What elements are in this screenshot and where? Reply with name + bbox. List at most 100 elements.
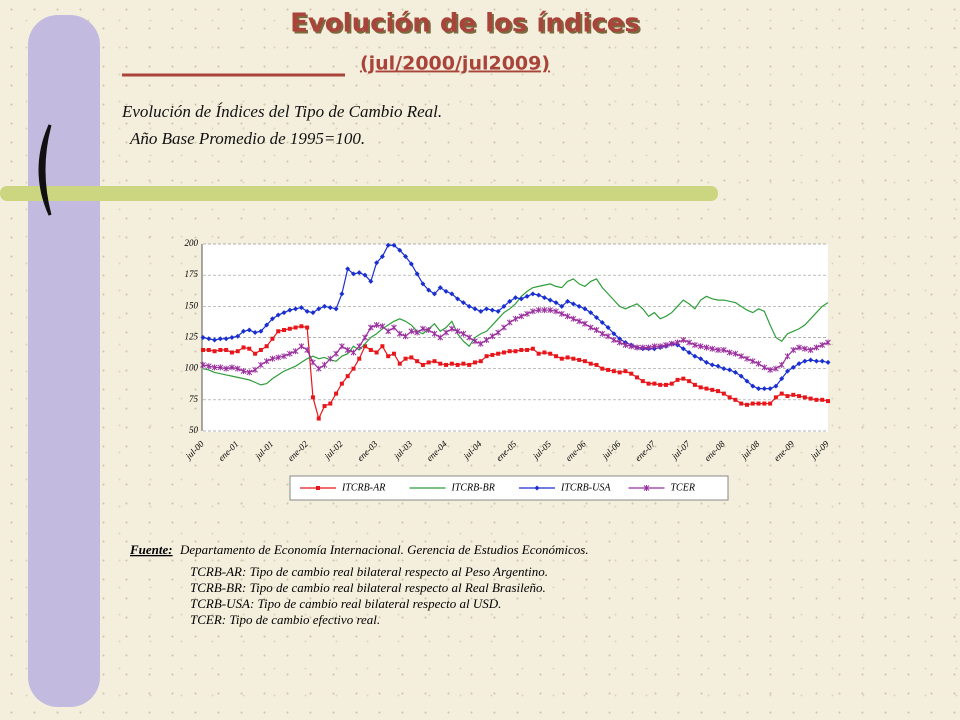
data-point (253, 351, 258, 356)
data-point (217, 364, 224, 371)
data-point (744, 402, 749, 407)
data-point (813, 358, 819, 364)
data-point (507, 298, 513, 304)
data-point (316, 416, 321, 421)
data-point (414, 329, 420, 336)
data-point (501, 324, 507, 331)
data-point (727, 367, 733, 373)
data-point (455, 296, 461, 302)
data-point (733, 397, 738, 402)
data-point (379, 253, 385, 259)
data-point (206, 336, 212, 342)
data-point (258, 347, 263, 352)
data-point (721, 366, 727, 372)
data-point (252, 330, 258, 336)
data-point (205, 363, 212, 370)
data-point (483, 336, 490, 343)
data-point (224, 347, 229, 352)
data-point (345, 266, 351, 272)
data-point (703, 359, 709, 365)
data-point (379, 323, 386, 330)
data-point (692, 341, 698, 348)
data-point (211, 364, 218, 371)
data-point (715, 363, 721, 369)
data-point (391, 242, 397, 248)
data-point (316, 306, 322, 312)
data-point (704, 386, 709, 391)
data-point (576, 303, 582, 309)
data-point (819, 358, 825, 364)
data-point (241, 328, 247, 334)
data-point (814, 397, 819, 402)
x-tick-label: ene-02 (286, 438, 311, 463)
data-point (455, 362, 460, 367)
x-tick-label: jul-04 (461, 438, 484, 461)
data-point (305, 325, 310, 330)
data-point (373, 322, 380, 329)
data-point (391, 351, 396, 356)
data-point (525, 347, 530, 352)
data-point (761, 386, 767, 392)
data-point (588, 310, 594, 316)
data-point (275, 312, 281, 318)
x-tick-label: jul-09 (808, 438, 831, 461)
data-point (449, 291, 455, 297)
data-point (495, 329, 501, 336)
data-point (547, 307, 554, 314)
data-point (635, 375, 640, 380)
data-point (732, 350, 739, 357)
legend-label: ITCRB-AR (341, 482, 385, 493)
data-point (553, 308, 559, 315)
data-point (576, 318, 583, 325)
data-point (472, 338, 478, 345)
data-point (663, 382, 668, 387)
data-point (599, 320, 605, 326)
data-point (454, 328, 461, 335)
data-point (408, 261, 414, 267)
data-point (692, 382, 697, 387)
data-point (258, 328, 264, 334)
data-point (761, 364, 768, 371)
data-point (478, 308, 484, 314)
data-point (478, 359, 483, 364)
data-point (229, 335, 235, 340)
data-point (582, 306, 588, 312)
data-point (779, 376, 785, 382)
y-tick-label: 75 (189, 394, 199, 404)
data-point (534, 485, 540, 491)
data-point (617, 336, 623, 342)
data-point (466, 303, 472, 309)
data-point (443, 329, 449, 336)
data-point (785, 394, 790, 399)
data-point (287, 307, 293, 313)
data-point (240, 368, 247, 375)
data-point (732, 369, 738, 375)
data-point (443, 288, 449, 294)
data-point (212, 349, 217, 354)
data-point (415, 359, 420, 364)
data-point (791, 392, 796, 397)
x-tick-label: ene-09 (772, 438, 797, 463)
title-shadow: Evolución de los índices (292, 11, 642, 41)
y-tick-label: 125 (185, 332, 199, 342)
data-point (229, 364, 235, 371)
data-point (541, 295, 547, 301)
data-point (524, 310, 530, 317)
data-point (252, 366, 258, 373)
y-tick-label: 100 (185, 363, 199, 373)
data-point (345, 374, 350, 379)
data-point (749, 358, 756, 365)
data-point (420, 281, 426, 287)
data-point (315, 365, 322, 372)
data-point (397, 247, 403, 253)
data-point (565, 298, 571, 304)
x-tick-label: ene-03 (355, 438, 380, 463)
x-tick-label: jul-08 (738, 438, 761, 461)
data-point (339, 343, 345, 350)
data-point (484, 354, 489, 359)
source-line: TCRB-USA: Tipo de cambio real bilateral … (190, 596, 501, 611)
data-point (744, 355, 750, 362)
data-point (501, 350, 506, 355)
data-point (697, 343, 704, 350)
data-point (426, 287, 432, 293)
